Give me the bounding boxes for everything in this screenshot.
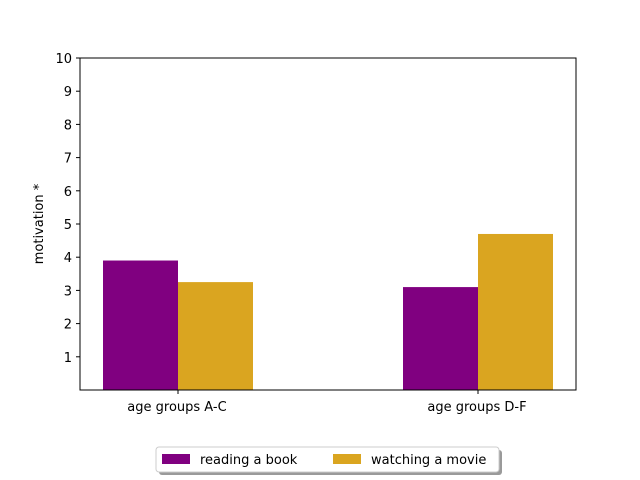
y-tick-label: 5 [64, 218, 72, 233]
legend-label-movie: watching a movie [371, 453, 486, 468]
y-tick-label: 1 [64, 351, 72, 366]
bar-reading-2 [403, 287, 478, 390]
y-tick-label: 7 [64, 152, 72, 167]
y-tick-label: 3 [64, 284, 72, 299]
bar-movie-2 [478, 233, 553, 390]
y-tick-label: 10 [55, 52, 72, 67]
bar-movie-1 [178, 282, 253, 390]
y-tick-label: 8 [64, 118, 72, 133]
y-tick-label: 4 [64, 251, 72, 266]
x-tick-label: age groups A-C [127, 400, 226, 415]
legend: reading a book watching a movie [155, 446, 502, 475]
legend-label-reading: reading a book [200, 453, 298, 468]
x-axis: age groups A-C age groups D-F [127, 390, 527, 415]
legend-swatch-reading [162, 454, 190, 464]
y-tick-label: 9 [64, 85, 72, 100]
x-tick-label: age groups D-F [427, 400, 526, 415]
y-axis-title: motivation * [32, 183, 47, 264]
legend-box [155, 446, 500, 473]
y-axis: 1 2 3 4 5 6 7 8 9 10 [55, 52, 80, 366]
y-tick-label: 6 [64, 185, 72, 200]
legend-swatch-movie [333, 454, 361, 464]
bar-reading-1 [103, 260, 178, 390]
bars-layer [103, 233, 553, 390]
y-tick-label: 2 [64, 318, 72, 333]
